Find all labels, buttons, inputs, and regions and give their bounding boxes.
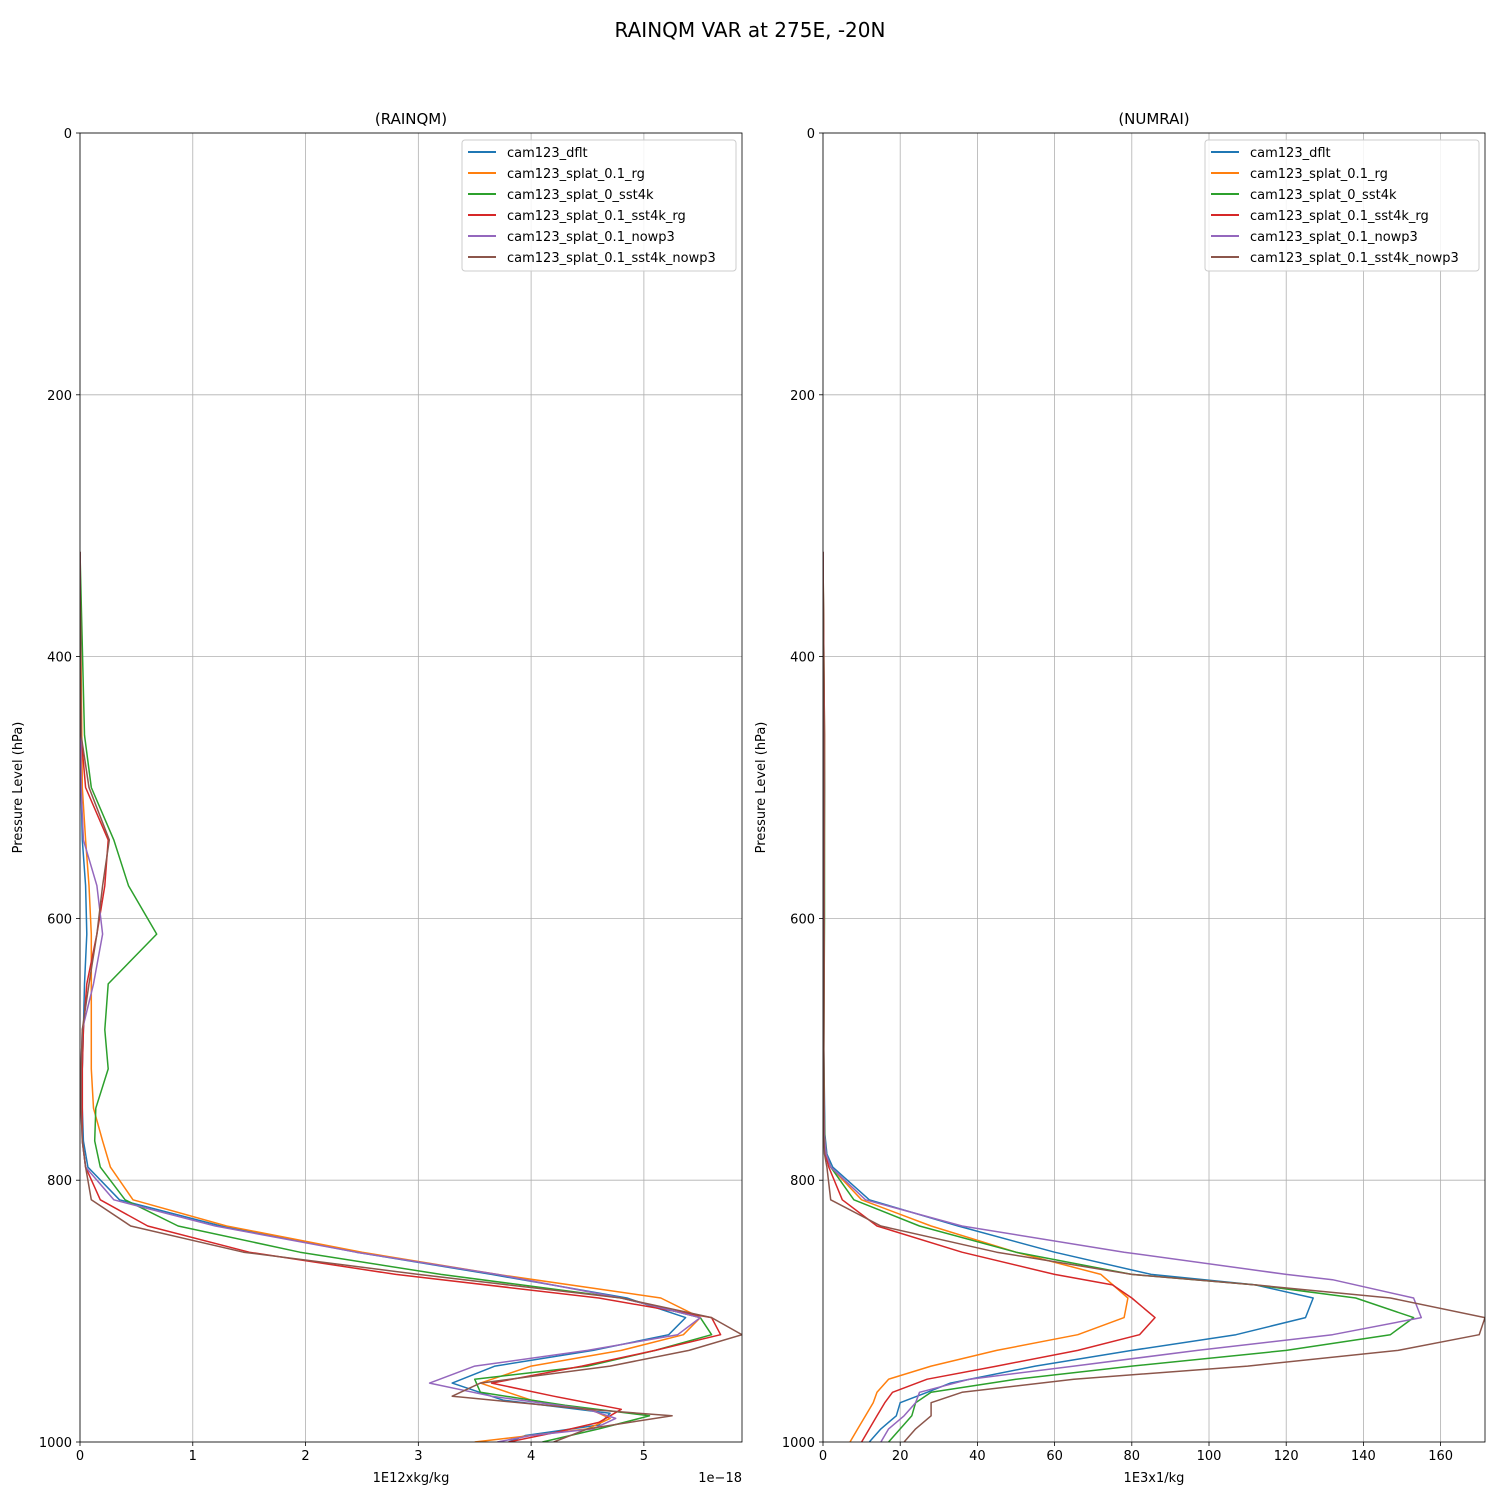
rainqm-x-axis-label: 1E12xkg/kg xyxy=(373,1471,450,1486)
numrai-xtick-label-3: 60 xyxy=(1046,1449,1063,1464)
rainqm-legend-label-5: cam123_splat_0.1_nowp3 xyxy=(507,230,675,245)
numrai-xtick-label-5: 100 xyxy=(1197,1449,1222,1464)
rainqm-legend-label-1: cam123_dflt xyxy=(507,146,588,161)
numrai-panel-title: (NUMRAI) xyxy=(1118,110,1189,128)
rainqm-series-line-3 xyxy=(80,551,713,1442)
numrai-legend-label-4: cam123_splat_0.1_sst4k_rg xyxy=(1250,209,1429,224)
numrai-legend-label-6: cam123_splat_0.1_sst4k_nowp3 xyxy=(1250,251,1459,266)
rainqm-x-offset-label: 1e−18 xyxy=(698,1471,742,1486)
numrai-ytick-label-4: 800 xyxy=(790,1174,815,1189)
numrai-xtick-label-1: 20 xyxy=(892,1449,909,1464)
numrai-xtick-label-6: 120 xyxy=(1274,1449,1299,1464)
rainqm-ytick-label-3: 600 xyxy=(47,912,72,927)
rainqm-ytick-label-4: 800 xyxy=(47,1174,72,1189)
numrai-ytick-label-2: 400 xyxy=(790,651,815,666)
rainqm-xtick-label-3: 3 xyxy=(414,1449,422,1464)
numrai-xtick-label-8: 160 xyxy=(1428,1449,1453,1464)
rainqm-xtick-label-0: 0 xyxy=(76,1449,84,1464)
rainqm-axes-frame xyxy=(79,132,743,1443)
rainqm-series-group xyxy=(80,551,742,1442)
rainqm-series-line-5 xyxy=(80,551,702,1442)
numrai-xtick-label-0: 0 xyxy=(819,1449,827,1464)
rainqm-legend-label-2: cam123_splat_0.1_rg xyxy=(507,167,645,182)
numrai-legend-label-3: cam123_splat_0_sst4k xyxy=(1250,188,1397,203)
numrai-legend-label-5: cam123_splat_0.1_nowp3 xyxy=(1250,230,1418,245)
rainqm-ytick-label-2: 400 xyxy=(47,651,72,666)
rainqm-xtick-label-5: 5 xyxy=(640,1449,648,1464)
rainqm-legend-box xyxy=(461,139,737,272)
rainqm-series-line-4 xyxy=(80,551,722,1442)
numrai-xtick-label-2: 40 xyxy=(969,1449,986,1464)
numrai-legend-box xyxy=(1204,139,1480,272)
rainqm-legend-label-3: cam123_splat_0_sst4k xyxy=(507,188,654,203)
figure-title: RAINQM VAR at 275E, -20N xyxy=(615,18,886,42)
rainqm-ytick-label-5: 1000 xyxy=(39,1436,72,1451)
numrai-y-axis-label: Pressure Level (hPa) xyxy=(754,722,769,854)
numrai-legend-label-2: cam123_splat_0.1_rg xyxy=(1250,167,1388,182)
numrai-axes-frame xyxy=(822,132,1486,1443)
rainqm-legend-label-6: cam123_splat_0.1_sst4k_nowp3 xyxy=(507,251,716,266)
numrai-xtick-label-4: 80 xyxy=(1124,1449,1141,1464)
rainqm-y-axis-label: Pressure Level (hPa) xyxy=(11,722,26,854)
rainqm-ytick-label-1: 200 xyxy=(47,389,72,404)
rainqm-panel-title: (RAINQM) xyxy=(375,110,447,128)
numrai-panel: 0 20 40 60 80 100 120 140 160 0 200 400 600 800 1000 (N… xyxy=(754,110,1486,1486)
rainqm-series-line-6 xyxy=(80,551,742,1442)
rainqm-xtick-label-2: 2 xyxy=(301,1449,309,1464)
rainqm-ytick-label-0: 0 xyxy=(64,127,72,142)
numrai-ytick-label-1: 200 xyxy=(790,389,815,404)
numrai-xtick-label-7: 140 xyxy=(1351,1449,1376,1464)
rainqm-panel: 0 1 2 3 4 5 0 200 400 600 800 1000 (RAINQM) 1E12xkg/k… xyxy=(11,110,743,1486)
numrai-ytick-label-5: 1000 xyxy=(782,1436,815,1451)
numrai-ytick-label-0: 0 xyxy=(807,127,815,142)
numrai-series-group xyxy=(823,551,1485,1442)
numrai-ytick-label-3: 600 xyxy=(790,912,815,927)
numrai-x-axis-label: 1E3x1/kg xyxy=(1124,1471,1185,1486)
rainqm-xtick-label-4: 4 xyxy=(527,1449,535,1464)
rainqm-xtick-label-1: 1 xyxy=(189,1449,197,1464)
rainqm-legend-label-4: cam123_splat_0.1_sst4k_rg xyxy=(507,209,686,224)
numrai-legend-label-1: cam123_dflt xyxy=(1250,146,1331,161)
numrai-series-line-6 xyxy=(823,551,1485,1442)
